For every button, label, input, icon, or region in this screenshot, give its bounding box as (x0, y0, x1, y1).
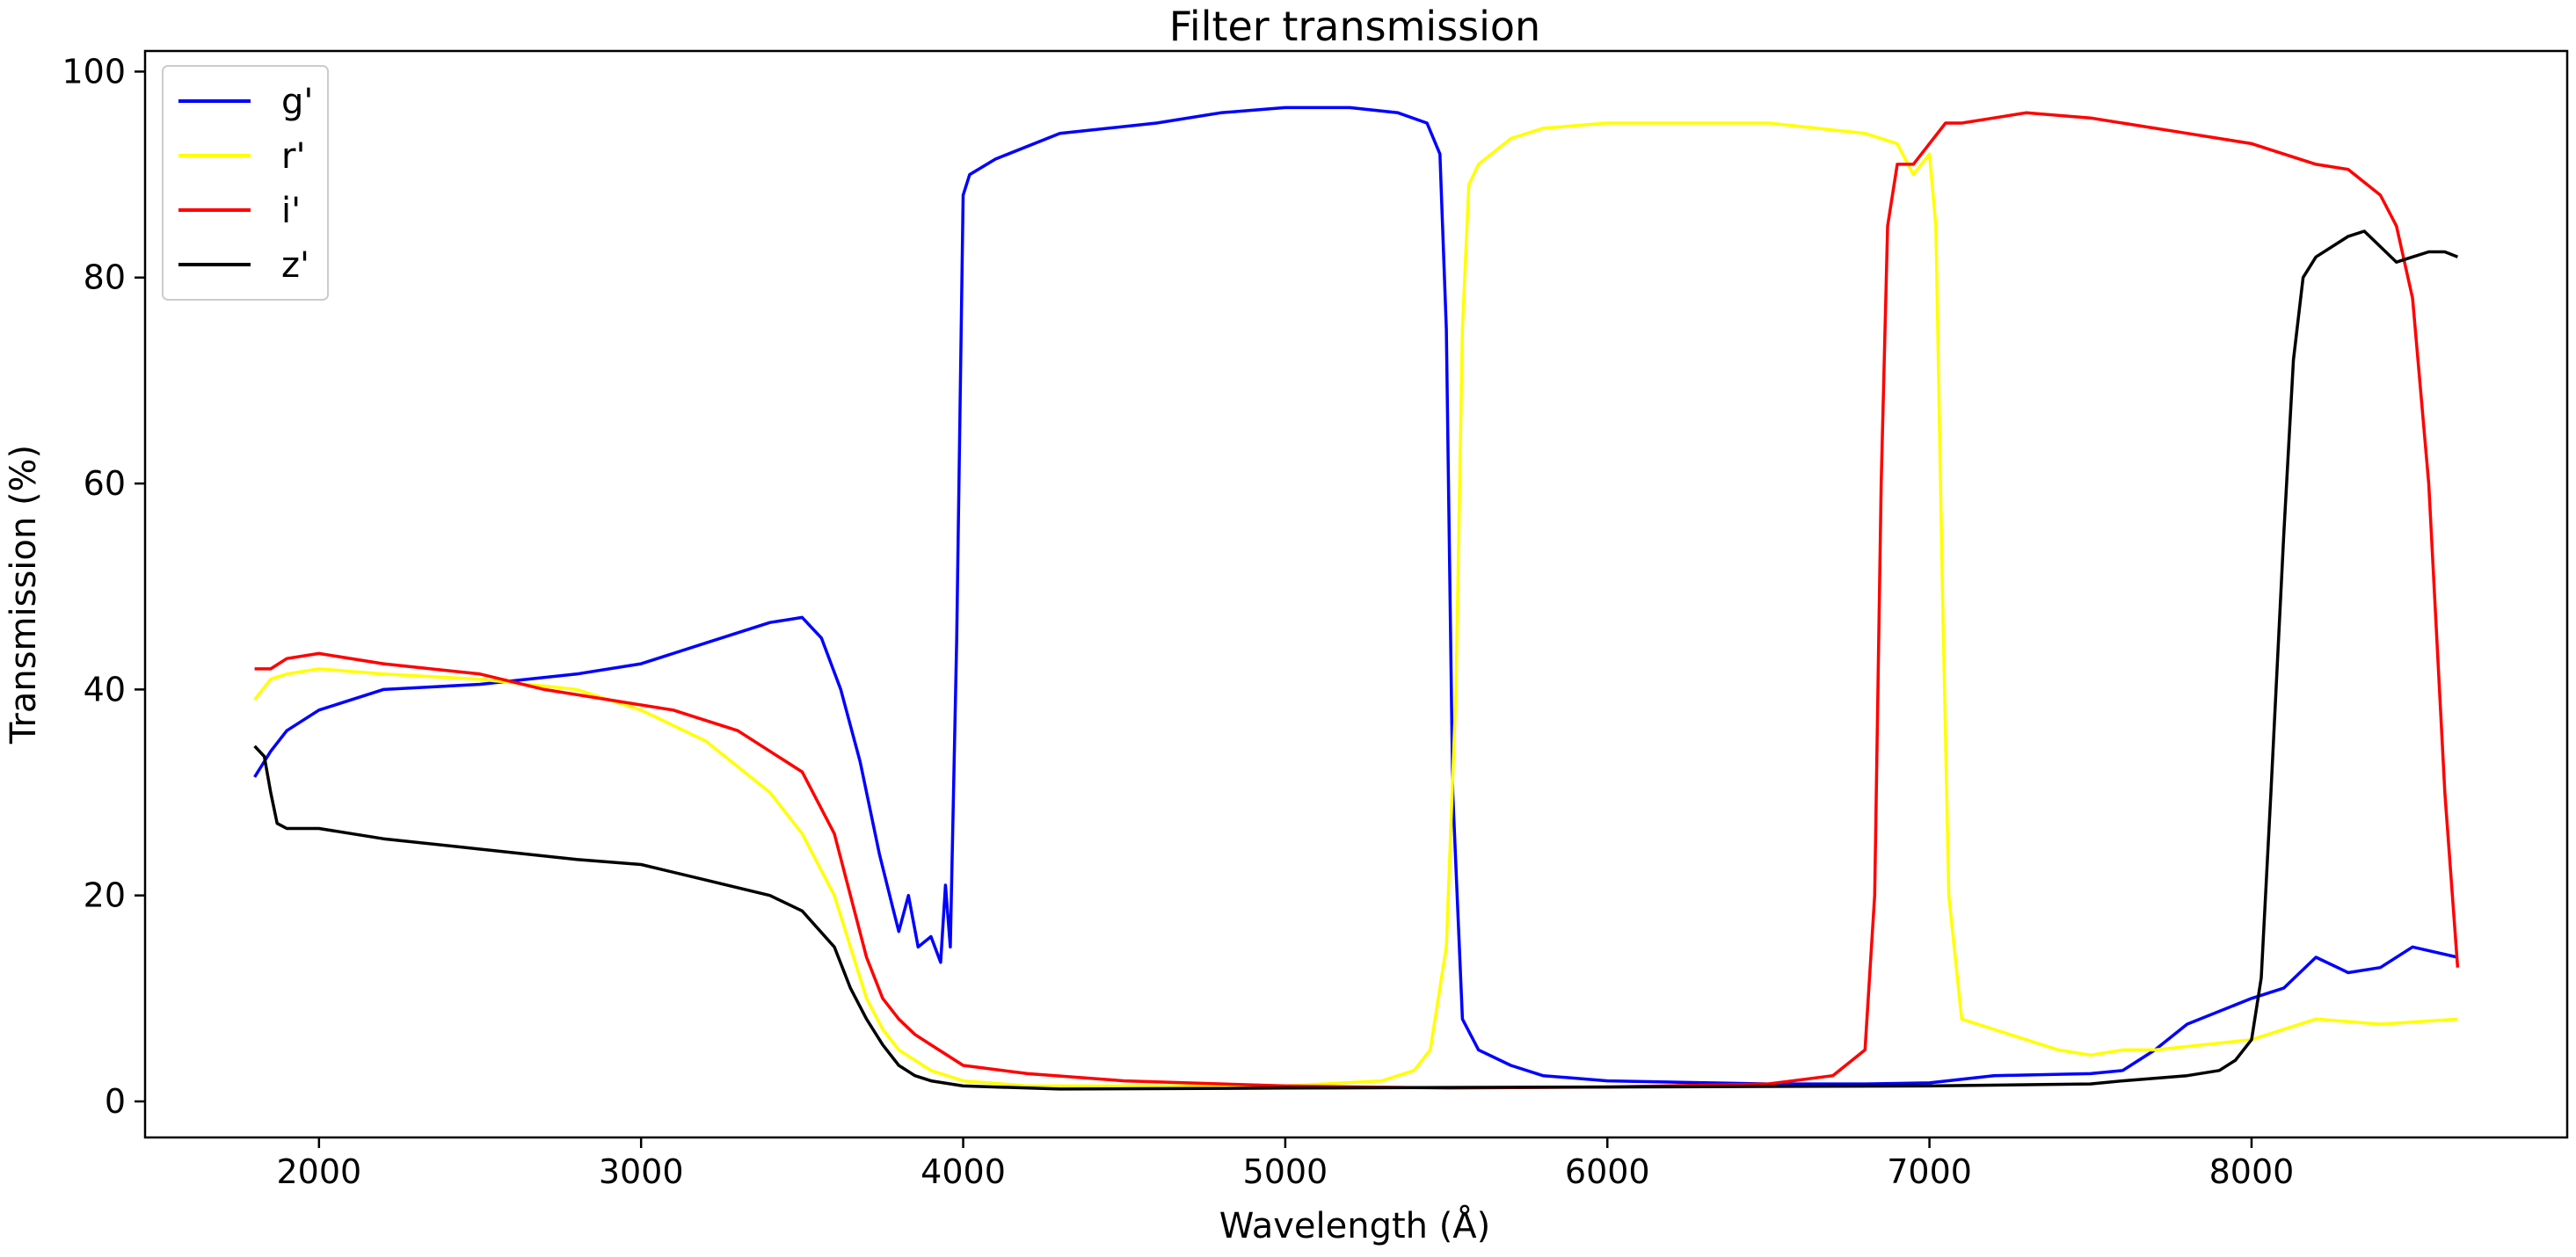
y-tick-label-2: 40 (84, 670, 126, 708)
series-line-1 (253, 121, 2458, 1088)
x-tick-label-2: 4000 (921, 1152, 1006, 1191)
y-axis-label: Transmission (%) (4, 445, 44, 745)
plot-frame (143, 49, 2569, 1139)
y-tick-label-1: 20 (84, 876, 126, 915)
x-axis: 2000 3000 4000 5000 6000 7000 8000 (276, 1137, 2294, 1191)
x-axis-label: Wavelength (Å) (1219, 1204, 1491, 1246)
legend: g' r' i' z' (162, 65, 329, 301)
legend-label-2: i' (281, 191, 301, 231)
legend-box (162, 65, 329, 301)
chart-title: Filter transmission (1169, 3, 1540, 50)
y-tick-label-0: 0 (105, 1082, 126, 1121)
x-tick-label-5: 7000 (1887, 1152, 1972, 1191)
y-tick-label-4: 80 (84, 258, 126, 297)
legend-label-3: z' (281, 245, 309, 286)
x-tick-label-3: 5000 (1243, 1152, 1328, 1191)
series-line-3 (253, 229, 2459, 1091)
x-tick-label-1: 3000 (599, 1152, 684, 1191)
series-layer (253, 105, 2460, 1091)
legend-label-1: r' (281, 136, 305, 177)
y-axis: 0 20 40 60 80 100 (62, 52, 145, 1121)
series-line-0 (253, 105, 2458, 1086)
x-tick-label-4: 6000 (1565, 1152, 1650, 1191)
y-tick-label-5: 100 (62, 52, 126, 91)
x-tick-label-0: 2000 (276, 1152, 361, 1191)
x-tick-label-6: 8000 (2209, 1152, 2295, 1191)
legend-label-0: g' (281, 82, 313, 122)
y-tick-label-3: 60 (84, 464, 126, 503)
series-line-2 (254, 111, 2460, 1090)
